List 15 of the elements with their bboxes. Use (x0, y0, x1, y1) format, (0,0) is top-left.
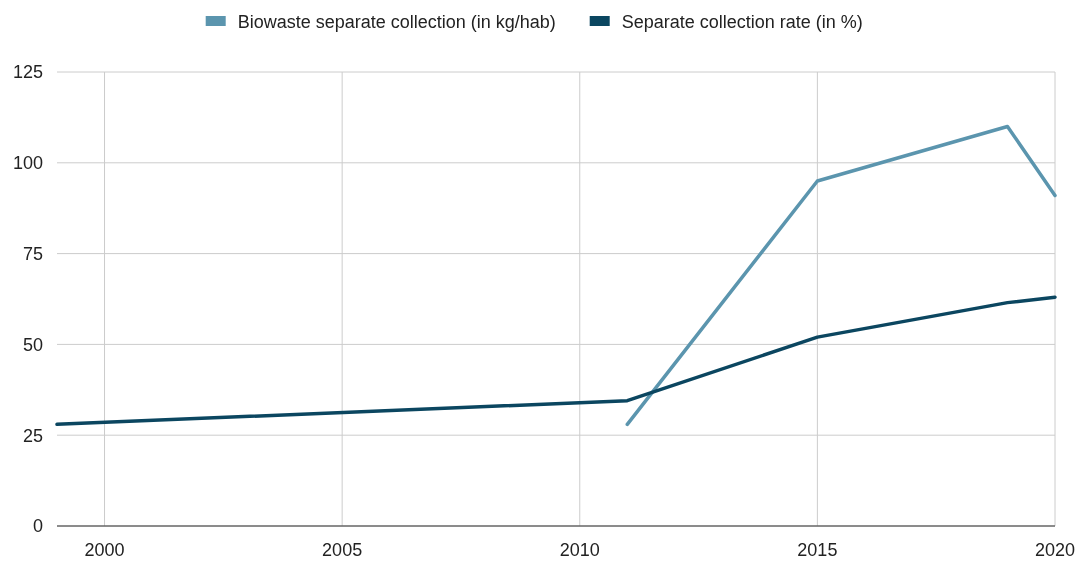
y-tick-label: 100 (12, 153, 43, 174)
y-tick-label: 0 (32, 516, 43, 537)
x-tick-label: 2015 (797, 540, 838, 560)
y-tick-label: 25 (22, 425, 43, 446)
x-tick-label: 2020 (1034, 540, 1076, 560)
legend-label: Biowaste separate collection (in kg/hab) (237, 12, 556, 33)
x-tick-label: 2000 (84, 540, 125, 560)
line-series (55, 295, 1057, 427)
x-tick-label: 2005 (322, 540, 363, 560)
line-series (625, 124, 1057, 427)
y-tick-label: 125 (12, 62, 43, 83)
y-tick-label: 50 (22, 334, 43, 355)
x-tick-label: 2010 (559, 540, 600, 560)
y-tick-label: 75 (22, 243, 43, 264)
legend-label: Separate collection rate (in %) (621, 12, 863, 33)
